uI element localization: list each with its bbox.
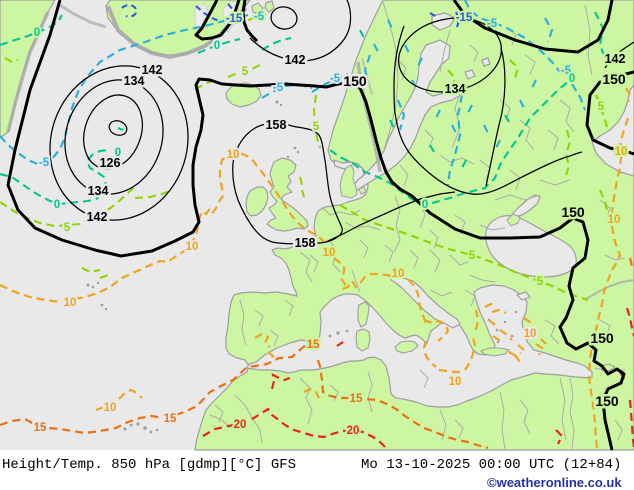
svg-text:134: 134 (445, 82, 466, 96)
svg-text:5: 5 (469, 250, 476, 262)
svg-text:-5: -5 (254, 11, 265, 23)
svg-text:150: 150 (602, 71, 626, 87)
svg-text:142: 142 (142, 63, 163, 77)
svg-text:0: 0 (422, 199, 428, 211)
svg-text:10: 10 (615, 146, 628, 158)
svg-text:5: 5 (313, 121, 320, 133)
svg-text:©weatheronline.co.uk: ©weatheronline.co.uk (487, 475, 622, 490)
svg-text:10: 10 (186, 241, 199, 253)
svg-text:142: 142 (285, 53, 306, 67)
svg-text:15: 15 (164, 413, 177, 425)
svg-text:0: 0 (214, 40, 220, 52)
svg-text:10: 10 (392, 268, 405, 280)
svg-text:5: 5 (242, 66, 249, 78)
svg-text:158: 158 (295, 236, 316, 250)
svg-text:-5: -5 (273, 82, 284, 94)
svg-text:-15: -15 (456, 12, 473, 24)
svg-text:-5: -5 (487, 18, 498, 30)
svg-text:10: 10 (524, 328, 537, 340)
svg-text:10: 10 (64, 297, 77, 309)
svg-text:Height/Temp. 850 hPa [gdmp][°C: Height/Temp. 850 hPa [gdmp][°C] GFS (2, 457, 296, 473)
svg-text:10: 10 (104, 402, 117, 414)
svg-text:150: 150 (590, 330, 614, 346)
svg-text:-15: -15 (226, 13, 243, 25)
svg-text:5: 5 (537, 276, 544, 288)
svg-text:5: 5 (598, 101, 605, 113)
svg-text:0: 0 (569, 73, 575, 85)
svg-text:158: 158 (266, 118, 287, 132)
svg-text:15: 15 (307, 339, 320, 351)
svg-text:150: 150 (343, 73, 367, 89)
svg-text:15: 15 (350, 393, 363, 405)
svg-text:15: 15 (34, 422, 47, 434)
svg-text:Mo 13-10-2025 00:00 UTC (12+84: Mo 13-10-2025 00:00 UTC (12+84) (361, 457, 621, 473)
svg-text:150: 150 (561, 204, 585, 220)
svg-text:134: 134 (88, 184, 109, 198)
svg-text:10: 10 (449, 376, 462, 388)
svg-text:142: 142 (605, 52, 626, 66)
svg-text:10: 10 (608, 214, 621, 226)
svg-text:-5: -5 (561, 65, 572, 77)
svg-text:10: 10 (323, 247, 336, 259)
svg-text:5: 5 (64, 222, 71, 234)
svg-text:-5: -5 (330, 73, 341, 85)
svg-text:134: 134 (124, 74, 145, 88)
svg-text:150: 150 (595, 393, 619, 409)
svg-text:0: 0 (115, 147, 121, 159)
svg-text:142: 142 (87, 210, 108, 224)
svg-text:20: 20 (234, 419, 247, 431)
svg-text:126: 126 (100, 156, 121, 170)
svg-text:0: 0 (34, 27, 40, 39)
svg-text:10: 10 (227, 149, 240, 161)
svg-text:20: 20 (347, 425, 360, 437)
svg-text:-5: -5 (39, 157, 50, 169)
svg-text:0: 0 (54, 199, 60, 211)
